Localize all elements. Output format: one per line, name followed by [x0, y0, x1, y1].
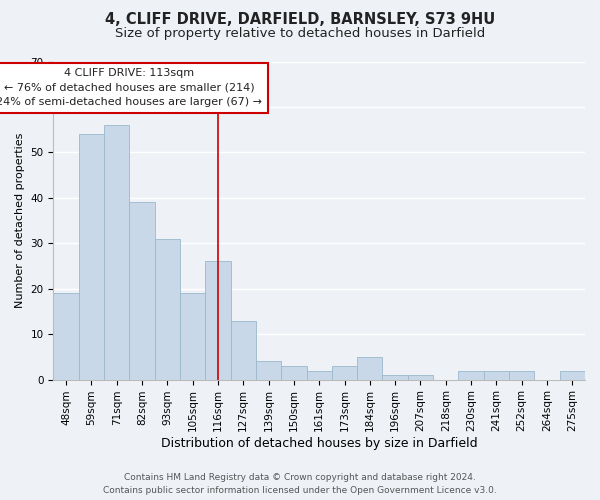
Bar — [104, 125, 130, 380]
Text: 4, CLIFF DRIVE, DARFIELD, BARNSLEY, S73 9HU: 4, CLIFF DRIVE, DARFIELD, BARNSLEY, S73 … — [105, 12, 495, 28]
Bar — [281, 366, 307, 380]
Bar — [382, 375, 408, 380]
Bar — [130, 202, 155, 380]
Bar — [509, 370, 535, 380]
Bar — [256, 362, 281, 380]
Bar — [79, 134, 104, 380]
Text: Size of property relative to detached houses in Darfield: Size of property relative to detached ho… — [115, 28, 485, 40]
Bar — [357, 357, 382, 380]
Bar — [155, 238, 180, 380]
Bar — [230, 320, 256, 380]
Text: 4 CLIFF DRIVE: 113sqm
← 76% of detached houses are smaller (214)
24% of semi-det: 4 CLIFF DRIVE: 113sqm ← 76% of detached … — [0, 68, 262, 107]
Text: Contains HM Land Registry data © Crown copyright and database right 2024.
Contai: Contains HM Land Registry data © Crown c… — [103, 473, 497, 495]
Bar — [560, 370, 585, 380]
X-axis label: Distribution of detached houses by size in Darfield: Distribution of detached houses by size … — [161, 437, 478, 450]
Bar — [53, 294, 79, 380]
Bar — [458, 370, 484, 380]
Bar — [332, 366, 357, 380]
Bar — [205, 262, 230, 380]
Bar — [180, 294, 205, 380]
Bar — [307, 370, 332, 380]
Bar — [408, 375, 433, 380]
Y-axis label: Number of detached properties: Number of detached properties — [15, 133, 25, 308]
Bar — [484, 370, 509, 380]
